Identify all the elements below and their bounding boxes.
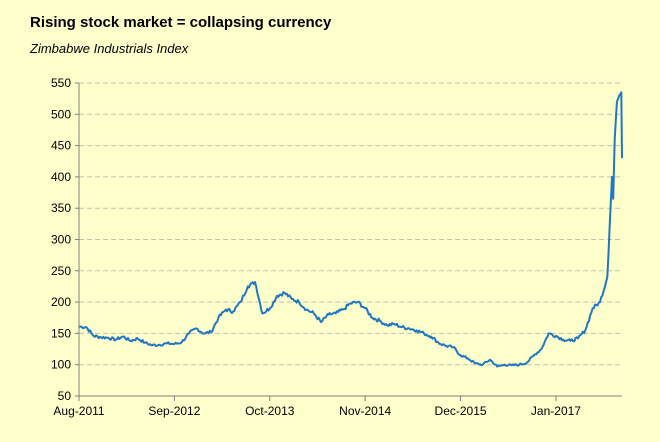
- x-tick-label: Nov-2014: [339, 404, 391, 418]
- x-tick-label: Dec-2015: [435, 404, 487, 418]
- series-layer: [78, 91, 623, 368]
- y-tick-label: 550: [51, 76, 71, 90]
- y-tick-label: 250: [51, 264, 71, 278]
- tick-labels: 50 100 150 200 250 300 350 400 450 500 550 Aug-2011…: [51, 76, 581, 418]
- y-tick-label: 200: [51, 295, 71, 309]
- y-tick-label: 150: [51, 326, 71, 340]
- y-tick-label: 450: [51, 139, 71, 153]
- x-tick-label: Sep-2012: [148, 404, 200, 418]
- x-tick-label: Jan-2017: [531, 404, 581, 418]
- x-tick-label: Aug-2011: [53, 404, 104, 418]
- y-tick-label: 100: [51, 358, 71, 372]
- chart-title: Rising stock market = collapsing currenc…: [30, 14, 332, 31]
- y-tick-label: 500: [51, 107, 71, 121]
- axes: [75, 82, 622, 401]
- chart-subtitle: Zimbabwe Industrials Index: [30, 41, 189, 56]
- gridlines: [79, 82, 622, 366]
- y-tick-label: 400: [51, 170, 71, 184]
- x-tick-label: Oct-2013: [245, 404, 295, 418]
- y-tick-label: 50: [58, 389, 72, 403]
- series-line-0: [78, 91, 623, 368]
- y-tick-label: 300: [51, 233, 71, 247]
- y-tick-label: 350: [51, 201, 71, 215]
